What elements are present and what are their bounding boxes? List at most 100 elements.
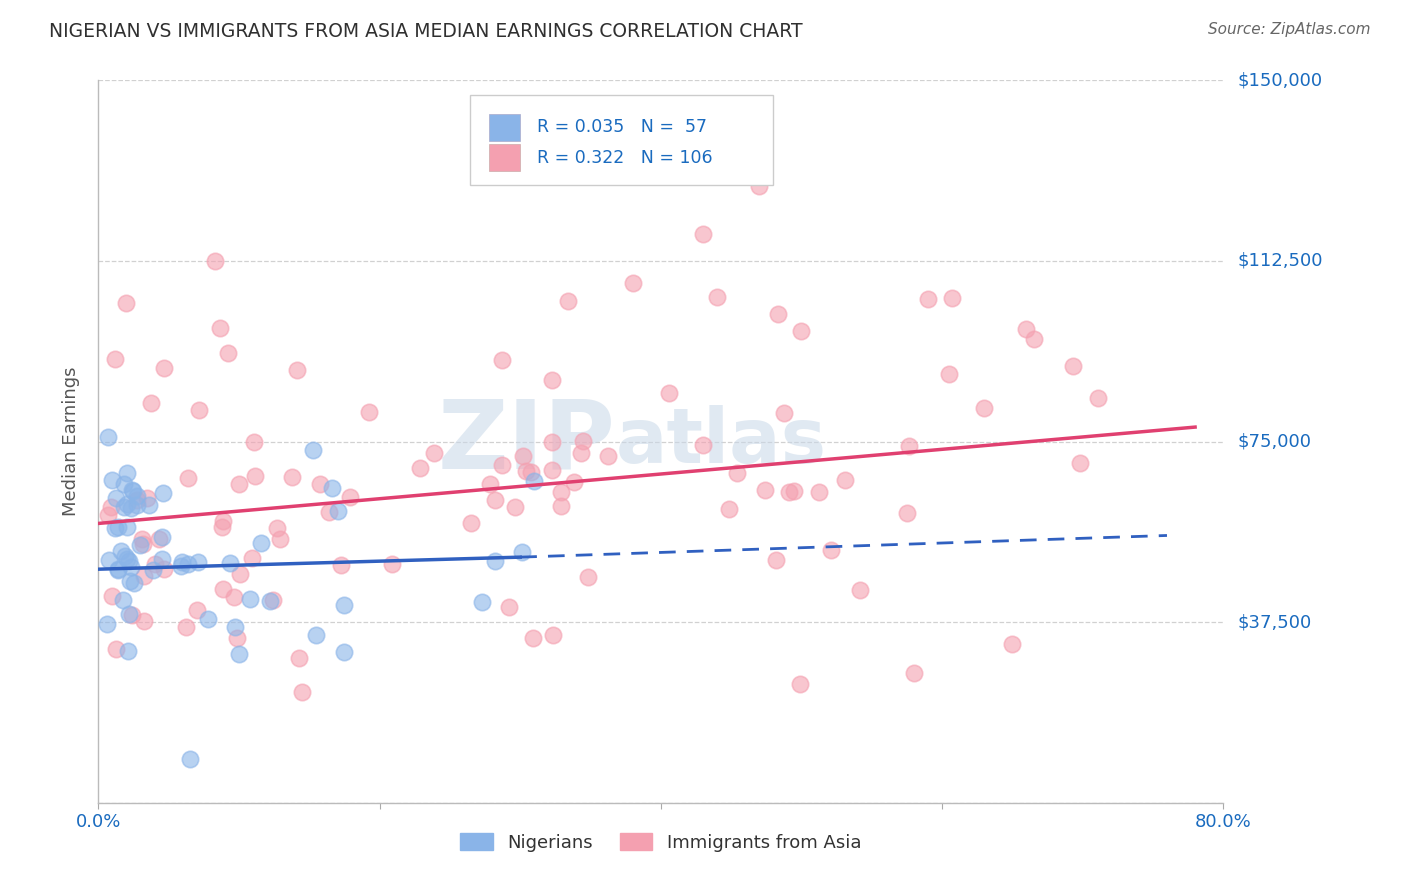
Immigrants from Asia <box>515 464 537 478</box>
Nigerians <box>101 473 124 487</box>
Immigrants from Asia <box>1062 359 1084 373</box>
Immigrants from Asia <box>243 435 266 450</box>
Nigerians <box>239 591 262 606</box>
Nigerians <box>127 489 149 503</box>
FancyBboxPatch shape <box>470 95 773 185</box>
Immigrants from Asia <box>512 449 534 463</box>
Text: $75,000: $75,000 <box>1237 433 1312 450</box>
Immigrants from Asia <box>938 367 960 381</box>
Immigrants from Asia <box>229 567 252 582</box>
Nigerians <box>152 530 174 544</box>
Bar <box>489 144 520 171</box>
Immigrants from Asia <box>834 473 856 487</box>
Nigerians <box>98 553 121 567</box>
Immigrants from Asia <box>309 476 332 491</box>
Immigrants from Asia <box>1022 332 1045 346</box>
Immigrants from Asia <box>174 620 197 634</box>
Nigerians <box>328 504 350 518</box>
Nigerians <box>333 645 356 659</box>
Immigrants from Asia <box>783 483 806 498</box>
Immigrants from Asia <box>621 276 644 290</box>
Nigerians <box>142 562 165 576</box>
Text: R = 0.035   N =  57: R = 0.035 N = 57 <box>537 119 707 136</box>
Nigerians <box>187 555 209 569</box>
Nigerians <box>125 499 148 513</box>
Immigrants from Asia <box>1069 456 1091 470</box>
Immigrants from Asia <box>153 360 176 375</box>
Immigrants from Asia <box>491 458 513 473</box>
Immigrants from Asia <box>1087 391 1109 405</box>
Immigrants from Asia <box>748 179 770 194</box>
Immigrants from Asia <box>903 665 925 680</box>
Nigerians <box>115 552 138 566</box>
Text: $37,500: $37,500 <box>1237 613 1312 632</box>
Immigrants from Asia <box>217 345 239 359</box>
Nigerians <box>107 563 129 577</box>
Text: ZIP: ZIP <box>437 395 616 488</box>
Immigrants from Asia <box>576 570 599 584</box>
Immigrants from Asia <box>240 551 263 566</box>
Immigrants from Asia <box>773 406 796 420</box>
Immigrants from Asia <box>291 684 314 698</box>
Immigrants from Asia <box>562 475 585 489</box>
Nigerians <box>120 559 142 574</box>
Nigerians <box>104 491 127 506</box>
Nigerians <box>333 598 356 612</box>
Nigerians <box>107 562 129 576</box>
Immigrants from Asia <box>541 373 564 387</box>
Nigerians <box>510 545 533 559</box>
Immigrants from Asia <box>491 353 513 368</box>
Nigerians <box>112 477 135 491</box>
Immigrants from Asia <box>262 593 284 607</box>
Immigrants from Asia <box>541 628 564 642</box>
Immigrants from Asia <box>1015 322 1038 336</box>
Nigerians <box>224 620 246 634</box>
Immigrants from Asia <box>541 434 564 449</box>
Immigrants from Asia <box>540 463 562 477</box>
Immigrants from Asia <box>243 469 266 483</box>
Immigrants from Asia <box>503 500 526 515</box>
Immigrants from Asia <box>409 460 432 475</box>
Nigerians <box>115 497 138 511</box>
Immigrants from Asia <box>285 362 308 376</box>
Immigrants from Asia <box>148 533 170 547</box>
Immigrants from Asia <box>973 401 995 415</box>
Nigerians <box>523 474 546 488</box>
Immigrants from Asia <box>134 569 156 583</box>
Immigrants from Asia <box>125 493 148 508</box>
Immigrants from Asia <box>228 476 250 491</box>
Immigrants from Asia <box>139 396 162 410</box>
Immigrants from Asia <box>359 405 381 419</box>
Immigrants from Asia <box>692 438 714 452</box>
Nigerians <box>471 595 494 609</box>
Nigerians <box>112 500 135 514</box>
Immigrants from Asia <box>789 677 811 691</box>
Immigrants from Asia <box>754 483 776 498</box>
Nigerians <box>115 466 138 480</box>
Immigrants from Asia <box>706 290 728 304</box>
Immigrants from Asia <box>917 293 939 307</box>
Text: Source: ZipAtlas.com: Source: ZipAtlas.com <box>1208 22 1371 37</box>
Immigrants from Asia <box>101 589 124 603</box>
Nigerians <box>117 554 139 568</box>
Immigrants from Asia <box>177 471 200 485</box>
Nigerians <box>250 536 273 550</box>
Immigrants from Asia <box>100 500 122 514</box>
Immigrants from Asia <box>897 440 920 454</box>
Immigrants from Asia <box>153 562 176 576</box>
Nigerians <box>259 594 281 608</box>
Text: R = 0.322   N = 106: R = 0.322 N = 106 <box>537 149 713 167</box>
Immigrants from Asia <box>135 491 157 505</box>
Nigerians <box>96 616 118 631</box>
Immigrants from Asia <box>134 614 156 628</box>
Immigrants from Asia <box>209 321 232 335</box>
Immigrants from Asia <box>478 477 501 491</box>
Immigrants from Asia <box>717 502 740 516</box>
Nigerians <box>120 500 142 515</box>
Immigrants from Asia <box>105 641 128 656</box>
Immigrants from Asia <box>725 466 748 480</box>
Text: $112,500: $112,500 <box>1237 252 1323 270</box>
Immigrants from Asia <box>941 291 963 305</box>
Immigrants from Asia <box>104 352 127 367</box>
Immigrants from Asia <box>790 324 813 338</box>
